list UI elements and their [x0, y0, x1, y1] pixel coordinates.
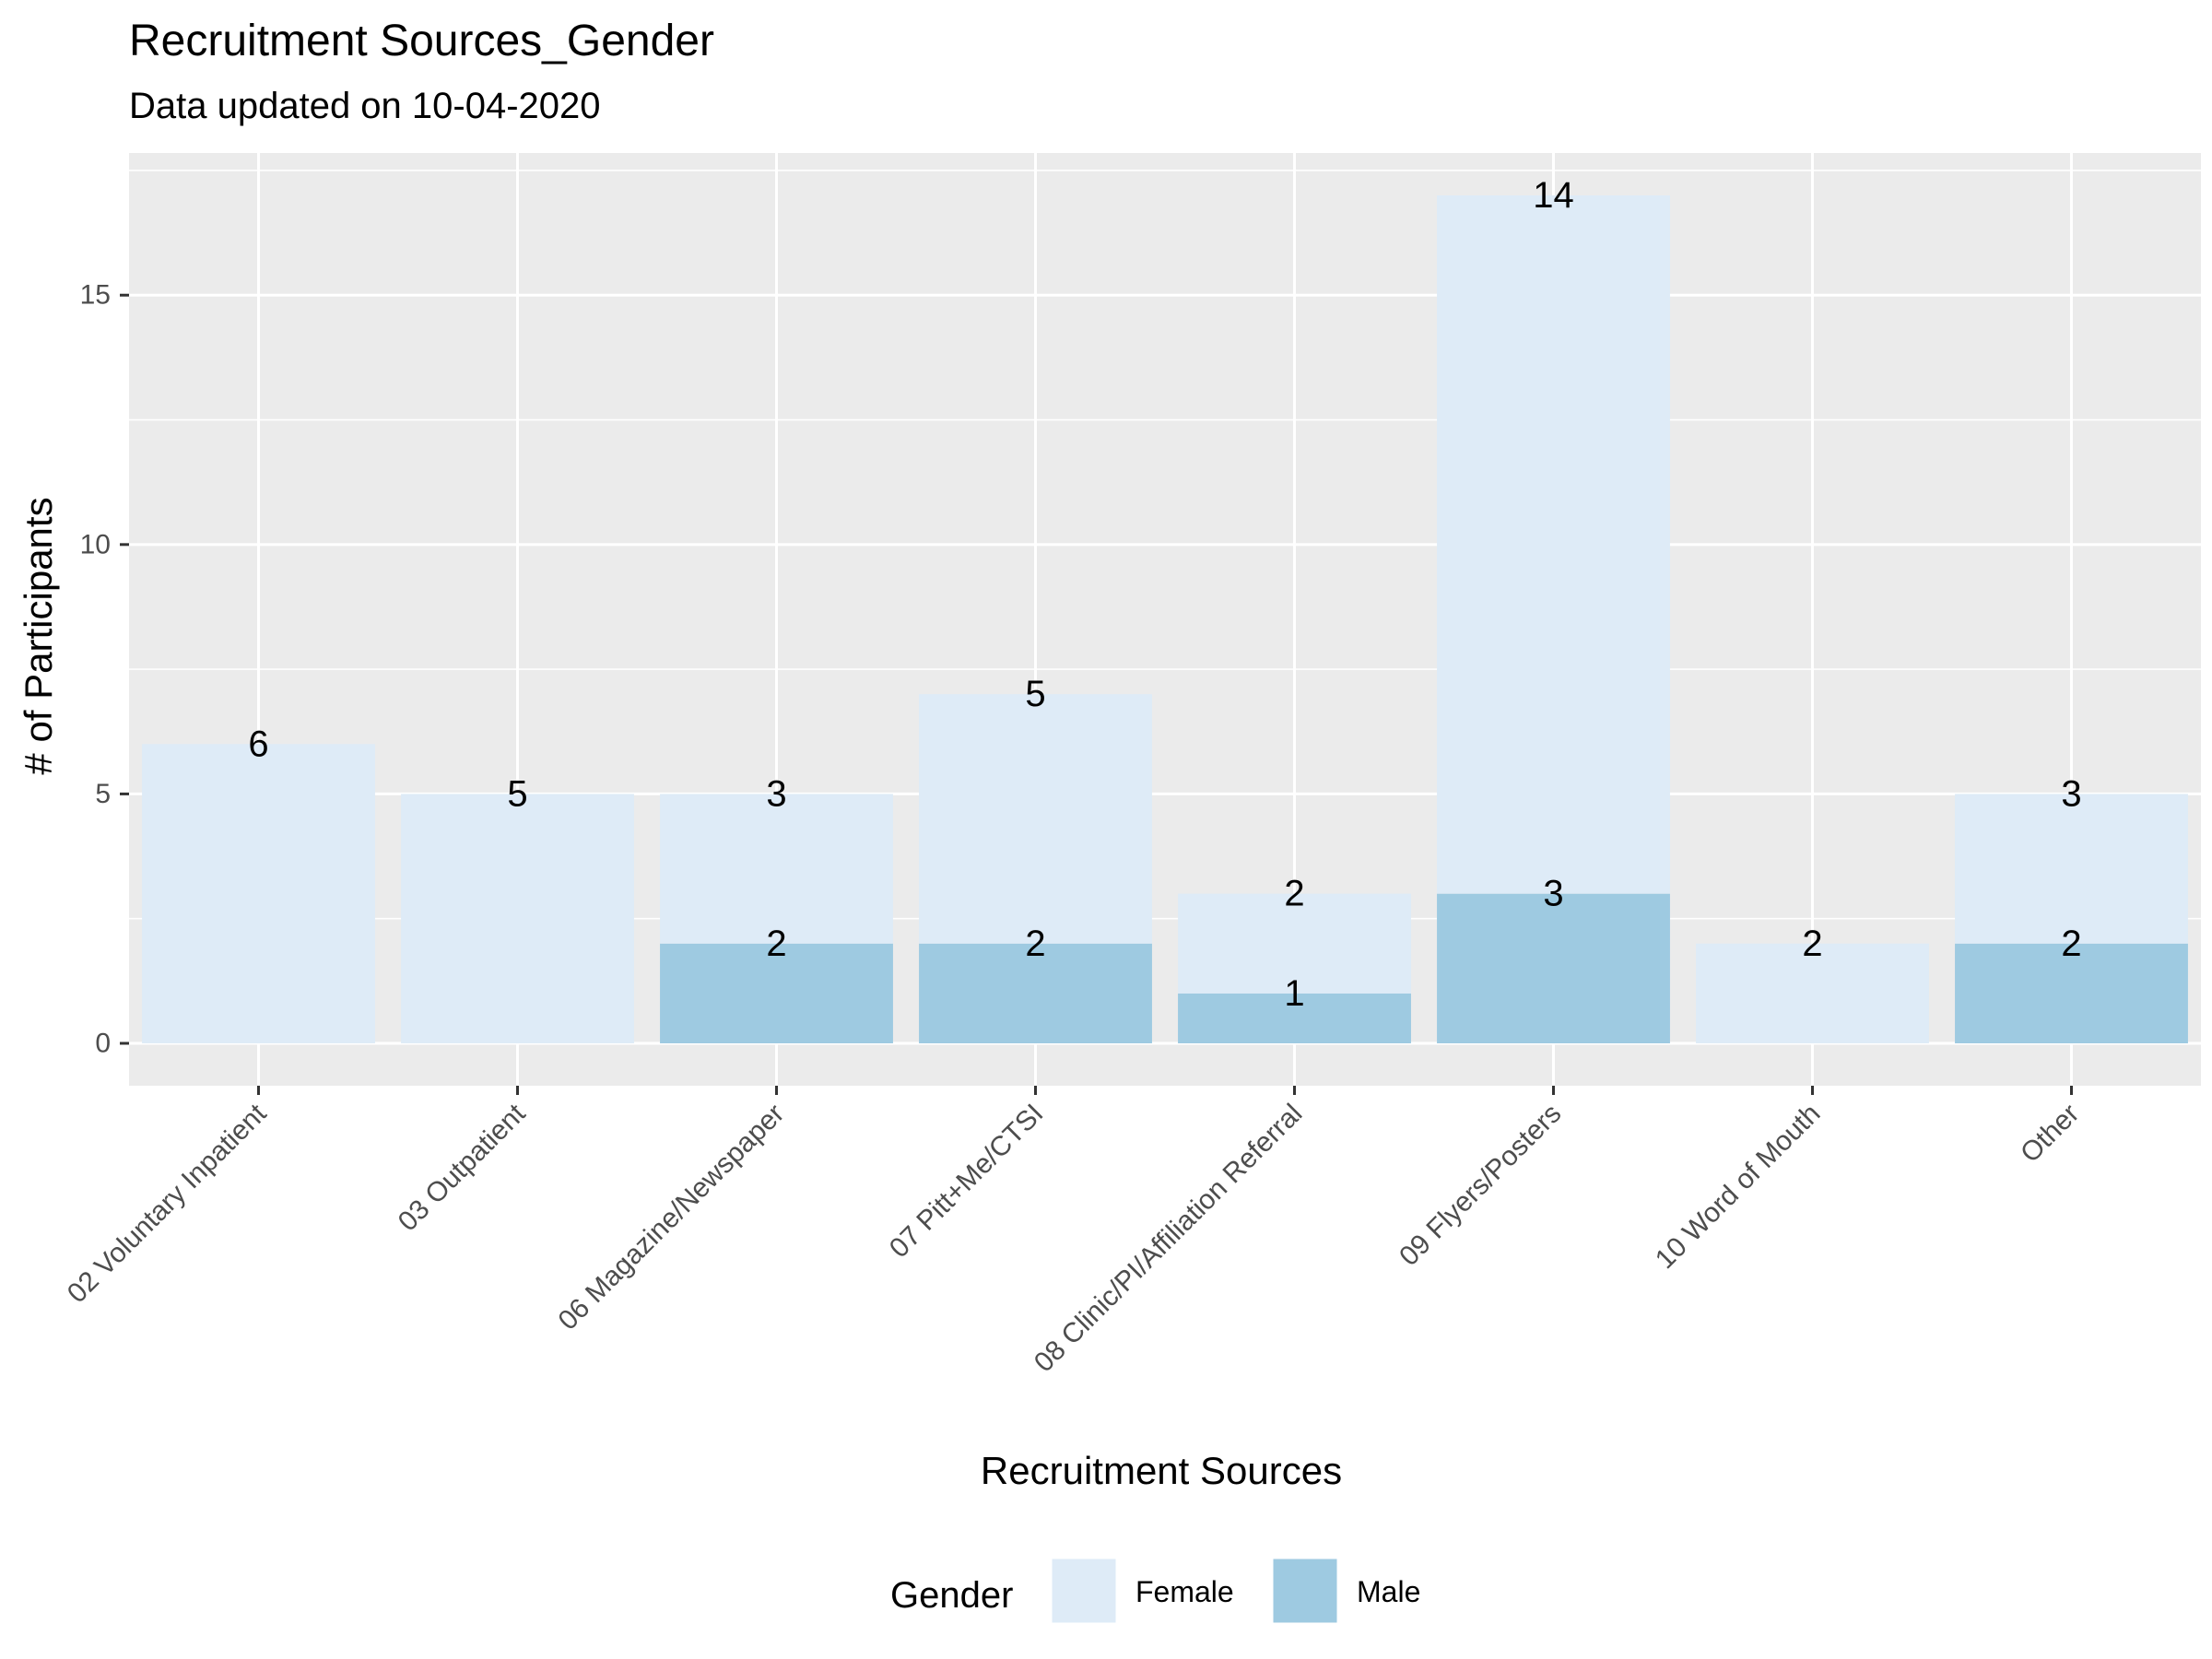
legend: Gender Female Male [890, 1556, 1420, 1626]
bar-male-2 [660, 943, 893, 1043]
y-tick-label: 5 [95, 779, 111, 809]
bar-female-1 [401, 794, 634, 1043]
y-tick-label: 10 [80, 529, 111, 559]
legend-label-female: Female [1135, 1575, 1234, 1608]
bar-female-0 [142, 744, 375, 1043]
y-axis: 0 5 10 15 [80, 280, 129, 1059]
data-label-female-2: 3 [766, 773, 786, 814]
x-axis: 02 Voluntary Inpatient 03 Outpatient 06 Ma… [62, 1086, 2085, 1379]
data-labels: 2 2 1 3 2 6 5 3 5 2 14 2 3 [248, 175, 2081, 1014]
x-tick-label: 10 Word of Mouth [1650, 1099, 1827, 1276]
data-label-female-0: 6 [248, 724, 268, 764]
chart-subtitle: Data updated on 10-04-2020 [129, 86, 601, 126]
x-tick-label: Other [2015, 1099, 2085, 1169]
bar-female-3 [919, 694, 1152, 944]
data-label-female-6: 2 [1802, 924, 1822, 964]
data-label-male-7: 2 [2061, 924, 2081, 964]
x-tick-label: 08 Clinic/PI/Affiliation Referral [1029, 1099, 1309, 1379]
y-axis-title: # of Participants [17, 497, 60, 774]
bar-female-2 [660, 794, 893, 944]
data-label-female-4: 2 [1284, 874, 1304, 914]
bar-male-4 [1178, 993, 1411, 1043]
bar-female-7 [1955, 794, 2188, 944]
legend-key-female [1049, 1556, 1119, 1626]
x-tick-label: 06 Magazine/Newspaper [552, 1099, 790, 1336]
data-label-male-5: 3 [1543, 874, 1563, 914]
bar-male-7 [1955, 943, 2188, 1043]
x-axis-title: Recruitment Sources [981, 1449, 1342, 1492]
bar-female-5 [1437, 195, 1670, 894]
y-tick-label: 15 [80, 280, 111, 311]
data-label-male-3: 2 [1025, 924, 1045, 964]
chart-title: Recruitment Sources_Gender [129, 17, 714, 65]
legend-label-male: Male [1357, 1575, 1420, 1608]
bar-female-4 [1178, 893, 1411, 994]
bar-male-3 [919, 943, 1152, 1043]
bars [142, 195, 2188, 1043]
data-label-female-7: 3 [2061, 773, 2081, 814]
x-tick-label: 09 Flyers/Posters [1394, 1099, 1567, 1272]
data-label-male-4: 1 [1284, 973, 1304, 1014]
x-tick-label: 02 Voluntary Inpatient [62, 1098, 273, 1309]
bar-male-5 [1437, 893, 1670, 1043]
data-label-female-5: 14 [1533, 175, 1574, 216]
x-tick-label: 03 Outpatient [393, 1098, 532, 1237]
data-label-male-2: 2 [766, 924, 786, 964]
x-tick-label: 07 Pitt+Me/CTSI [884, 1099, 1050, 1265]
legend-key-male [1270, 1556, 1340, 1626]
legend-title: Gender [890, 1575, 1013, 1616]
data-label-female-1: 5 [507, 773, 527, 814]
data-label-female-3: 5 [1025, 674, 1045, 714]
bar-female-6 [1696, 943, 1929, 1043]
y-tick-label: 0 [95, 1029, 111, 1059]
